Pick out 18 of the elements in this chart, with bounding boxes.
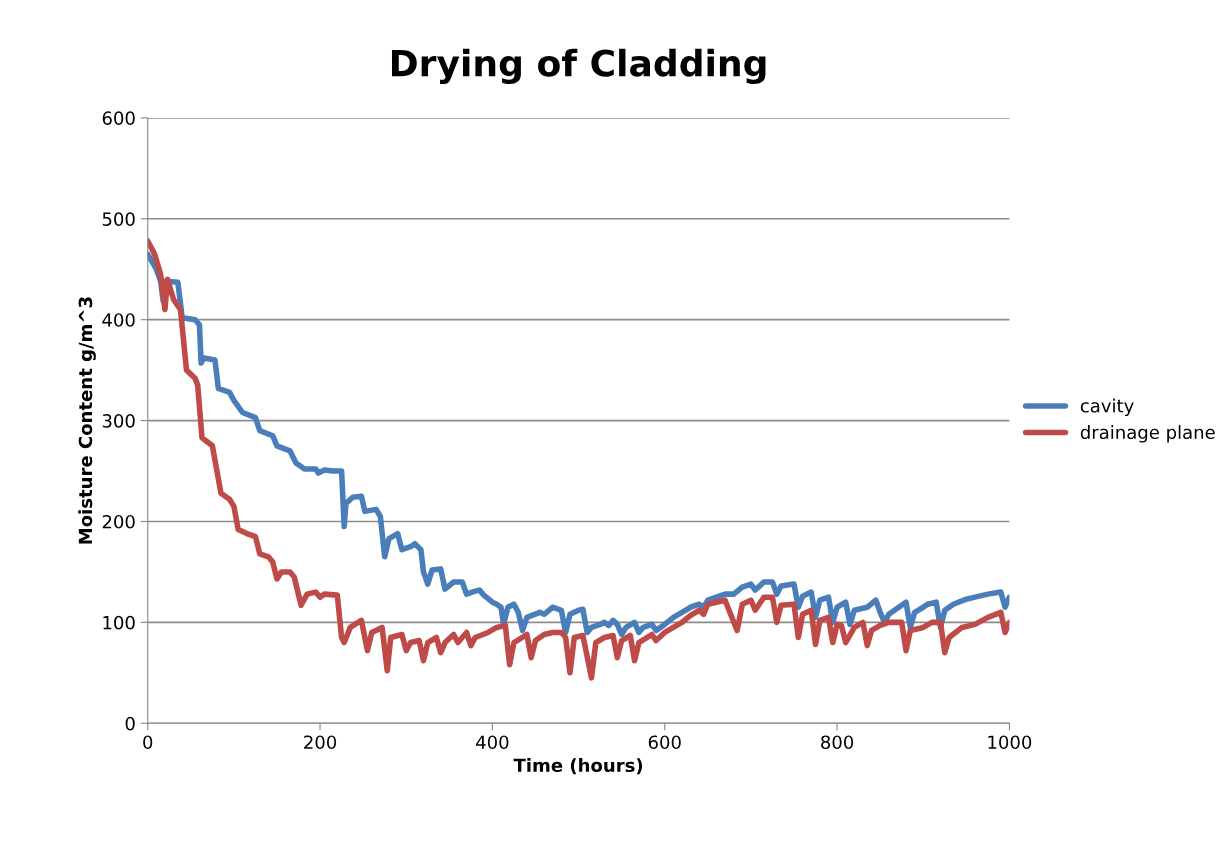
y-tick-label: 100 <box>103 615 135 630</box>
y-tick-label: 0 <box>125 716 135 731</box>
y-tick-label: 400 <box>102 313 135 327</box>
y-axis-title: Moisture Content g/m^3 <box>78 297 96 544</box>
x-tick-label: 800 <box>821 735 854 750</box>
legend-label: drainage plane <box>1080 425 1215 443</box>
x-tick-label: 1000 <box>988 735 1032 750</box>
x-axis-title: Time (hours) <box>513 758 643 775</box>
y-tick-label: 200 <box>102 514 135 529</box>
legend-label: cavity <box>1080 398 1134 417</box>
y-tick-label: 500 <box>102 212 135 226</box>
y-tick-label: 600 <box>102 111 135 125</box>
chart-title: Drying of Cladding <box>391 48 766 85</box>
x-tick-label: 600 <box>648 735 681 750</box>
y-tick-label: 300 <box>102 414 135 428</box>
x-tick-label: 0 <box>143 735 153 750</box>
x-tick-label: 200 <box>304 735 337 750</box>
x-tick-label: 400 <box>476 735 509 750</box>
